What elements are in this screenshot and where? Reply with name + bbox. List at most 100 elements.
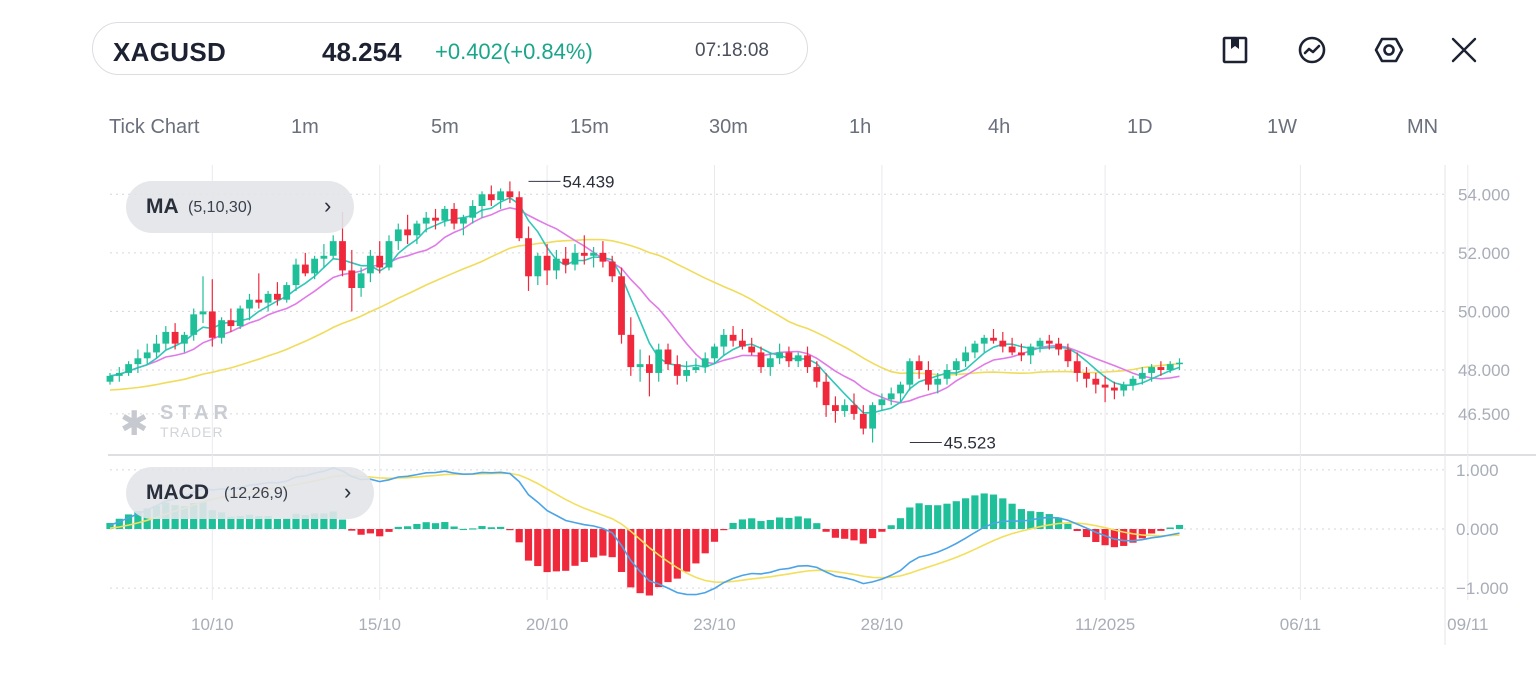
tab-1w[interactable]: 1W xyxy=(1267,116,1297,138)
candle-body xyxy=(311,258,318,274)
candle-body xyxy=(134,358,142,365)
bookmark-icon[interactable] xyxy=(1219,34,1251,66)
macd-histogram-bar xyxy=(896,518,905,529)
macd-histogram-bar xyxy=(357,529,365,535)
star-logo-icon: ✱ xyxy=(120,405,149,443)
macd-histogram-bar xyxy=(1064,523,1072,529)
chevron-right-icon: › xyxy=(324,193,332,218)
macd-histogram-bar xyxy=(115,518,123,529)
price-tick-label: 52.000 xyxy=(1458,244,1510,263)
price-label: 48.254 xyxy=(322,37,402,67)
candle-body xyxy=(1064,349,1072,362)
macd-histogram-bar xyxy=(1157,529,1165,531)
macd-histogram-bar xyxy=(1120,529,1128,546)
price-tick-label: 46.500 xyxy=(1458,405,1510,424)
ma-indicator-name: MA xyxy=(146,195,179,218)
candle-body xyxy=(748,346,756,353)
macd-histogram-bar xyxy=(906,507,914,529)
candle-body xyxy=(460,217,467,224)
macd-histogram-bar xyxy=(320,513,328,529)
candle-body xyxy=(227,320,235,327)
macd-histogram-bar xyxy=(850,529,858,541)
macd-histogram-bar xyxy=(208,510,216,529)
macd-histogram-bar xyxy=(255,516,263,529)
price-tick-label: 50.000 xyxy=(1458,302,1510,321)
macd-histogram-bar xyxy=(590,529,598,558)
tab-1d[interactable]: 1D xyxy=(1127,116,1153,138)
macd-histogram-bar xyxy=(227,516,235,529)
candle-body xyxy=(999,340,1007,347)
macd-histogram-bar xyxy=(971,495,979,529)
macd-histogram-bar xyxy=(404,526,412,529)
close-icon[interactable] xyxy=(1448,34,1480,66)
macd-histogram-bar xyxy=(348,529,356,531)
date-tick-label: 11/2025 xyxy=(1075,615,1135,634)
macd-histogram-bar xyxy=(803,518,812,529)
macd-histogram-bar xyxy=(701,529,709,554)
candle-body xyxy=(664,349,672,365)
ma-indicator-button[interactable]: MA (5,10,30) › xyxy=(126,181,354,233)
candle-body xyxy=(757,352,765,368)
macd-histogram-bar xyxy=(943,503,951,529)
candle-body xyxy=(432,217,439,221)
tab-5m[interactable]: 5m xyxy=(431,116,459,138)
macd-histogram-bar xyxy=(245,514,254,529)
candle-body xyxy=(441,208,449,221)
candle-body xyxy=(962,352,969,362)
candle-body xyxy=(1166,364,1174,370)
macd-histogram-bar xyxy=(766,520,774,529)
tab-15m[interactable]: 15m xyxy=(570,116,609,138)
candle-body xyxy=(1018,352,1025,356)
macd-tick-label: 0.000 xyxy=(1456,520,1499,539)
candle-body xyxy=(525,238,532,277)
macd-histogram-bar xyxy=(989,494,998,529)
candle-body xyxy=(422,217,430,224)
macd-histogram-bar xyxy=(580,529,588,562)
macd-tick-label: −1.000 xyxy=(1456,579,1508,598)
macd-histogram-bar xyxy=(1166,527,1174,529)
candle-body xyxy=(487,194,495,201)
price-change: +0.402(+0.84%) xyxy=(435,39,593,64)
candle-body xyxy=(1092,378,1100,385)
macd-histogram-bar xyxy=(980,493,988,529)
macd-indicator-button[interactable]: MACD (12,26,9) › xyxy=(126,467,374,519)
candle-body xyxy=(832,405,839,411)
settings-icon[interactable] xyxy=(1373,34,1405,66)
candle-body xyxy=(906,361,914,385)
candle-body xyxy=(553,258,560,271)
macd-histogram-bar xyxy=(608,529,616,558)
macd-histogram-bar xyxy=(952,501,960,529)
candle-body xyxy=(655,349,663,373)
candle-body xyxy=(571,252,579,265)
candle-body xyxy=(1148,367,1155,373)
tab-4h[interactable]: 4h xyxy=(988,116,1011,138)
candle-body xyxy=(599,252,607,262)
macd-tick-label: 1.000 xyxy=(1456,461,1499,480)
macd-histogram-bar xyxy=(487,527,495,529)
macd-histogram-bar xyxy=(794,516,802,529)
macd-histogram-bar xyxy=(301,514,309,529)
candle-body xyxy=(720,334,728,347)
tab-mn[interactable]: MN xyxy=(1407,116,1439,138)
tab-1h[interactable]: 1h xyxy=(849,116,872,138)
macd-histogram-bar xyxy=(1148,529,1156,534)
candle-body xyxy=(106,375,114,382)
candle-body xyxy=(766,358,774,368)
tab-30m[interactable]: 30m xyxy=(709,116,748,138)
candle-body xyxy=(776,352,783,359)
macd-histogram-bar xyxy=(962,498,970,529)
candle-body xyxy=(301,264,309,274)
trend-icon[interactable] xyxy=(1296,34,1328,66)
macd-histogram-bar xyxy=(636,529,644,594)
tab-tick-chart[interactable]: Tick Chart xyxy=(109,116,200,138)
candle-body xyxy=(673,364,681,376)
candle-body xyxy=(1027,346,1035,356)
macd-histogram-bar xyxy=(673,529,681,579)
price-tick-label: 54.000 xyxy=(1458,185,1510,204)
candle-body xyxy=(1138,372,1146,379)
candle-body xyxy=(1036,340,1044,347)
macd-histogram-bar xyxy=(524,529,533,561)
macd-histogram-bar xyxy=(655,529,663,588)
tab-1m[interactable]: 1m xyxy=(291,116,319,138)
